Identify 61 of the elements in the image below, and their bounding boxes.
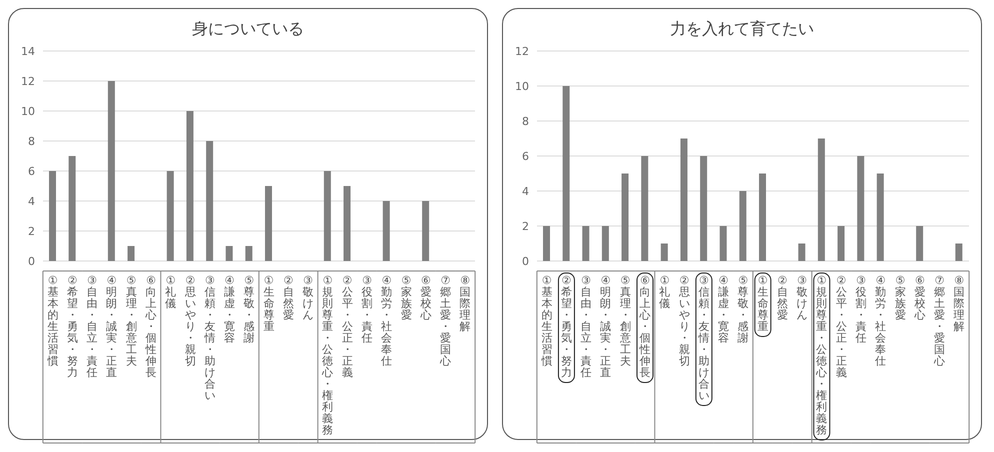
x-tick-label: ④勤労・社会奉仕 [381,274,392,368]
category-label: ①規則尊重・公徳心・権利義務 [816,274,828,436]
y-tick-label: 2 [522,220,529,233]
x-tick-label: ②思いやり・親切 [678,274,690,368]
category-label: ⑥向上心・個性伸長 [640,274,650,379]
x-tick-label: ⑥愛校心 [419,274,432,322]
y-tick-label: 6 [28,164,35,178]
x-tick-label: ①基本的生活習慣 [46,274,58,368]
y-tick-label: 10 [21,104,35,118]
x-tick-label: ⑤尊敬・感謝 [244,274,255,344]
x-tick-label: ⑧国際理解 [460,274,471,333]
x-tick-label: ⑦郷土愛・愛国心 [933,274,946,368]
category-label: ⑥向上心・個性伸長 [146,274,156,379]
category-label: ③信頼・友情・助け合い [204,274,216,402]
x-tick-label: ④謙虚・寛容 [718,274,730,344]
y-tick-label: 12 [515,44,529,58]
x-tick-label: ③敬けん [796,274,808,322]
y-tick-label: 14 [21,44,35,58]
category-label: ③自由・自立・責任 [86,274,98,379]
x-tick-label: ⑦郷土愛・愛国心 [439,274,452,368]
x-tick-label: ①礼儀 [659,274,670,310]
category-label: ②希望・勇気・努力 [560,274,572,379]
y-tick-label: 2 [28,224,35,238]
y-tick-label: 4 [28,194,35,208]
x-tick-label: ②自然愛 [282,274,294,322]
x-tick-label: ⑥愛校心 [913,274,926,322]
y-tick-label: 0 [522,254,529,268]
x-tick-label: ⑤家族愛 [894,274,906,322]
category-label: ②希望・勇気・努力 [66,274,78,379]
y-tick-label: 8 [28,134,35,148]
x-tick-label: ⑧国際理解 [954,274,965,333]
y-tick-label: 8 [522,114,529,128]
x-tick-label: ④謙虚・寛容 [224,274,236,344]
x-tick-label: ②自然愛 [776,274,788,322]
x-tick-label: ⑤尊敬・感謝 [738,274,749,344]
chart-title: 身についている [191,19,305,40]
x-tick-label: ①基本的生活習慣 [540,274,552,368]
category-label: ③自由・自立・責任 [580,274,592,379]
category-label: ④明朗・誠実・正直 [106,274,118,379]
x-tick-label: ③敬けん [302,274,314,322]
category-label: ②公平・公正・正義 [342,274,353,379]
x-tick-label: ⑤真理・創意工夫 [618,274,631,368]
category-label: ①規則尊重・公徳心・権利義務 [322,274,334,436]
x-tick-label: ③役割・責任 [854,274,866,344]
y-tick-label: 0 [28,254,35,268]
category-label: ③信頼・友情・助け合い [698,274,710,402]
y-tick-label: 10 [515,80,529,93]
x-tick-label: ⑤真理・創意工夫 [124,274,137,368]
y-tick-label: 4 [522,184,529,198]
y-tick-label: 12 [21,74,35,88]
x-tick-label: ②思いやり・親切 [184,274,196,368]
x-tick-label: ③役割・責任 [360,274,372,344]
x-tick-label: ④勤労・社会奉仕 [875,274,886,368]
x-tick-label: ①生命尊重 [757,274,768,333]
chart-title: 力を入れて育てたい [669,19,815,40]
category-label: ④明朗・誠実・正直 [600,274,612,379]
y-tick-label: 6 [522,150,529,163]
x-tick-label: ①礼儀 [165,274,176,310]
x-tick-label: ①生命尊重 [263,274,274,333]
category-label: ②公平・公正・正義 [836,274,847,379]
x-tick-label: ⑤家族愛 [400,274,412,322]
